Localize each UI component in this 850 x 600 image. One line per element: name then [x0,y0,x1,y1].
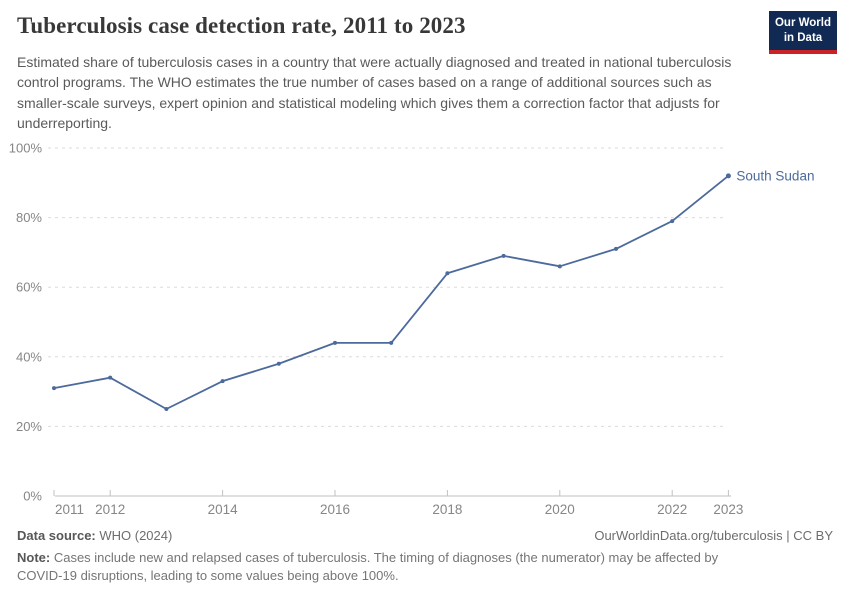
data-source-label: Data source: [17,528,96,543]
x-tick-label: 2020 [545,502,575,517]
data-point [614,246,618,251]
y-tick-label: 80% [16,210,42,225]
owid-logo-line2: in Data [783,31,823,44]
y-tick-label: 60% [16,280,42,295]
x-tick-label: 2016 [320,502,350,517]
data-source-row: Data source: WHO (2024) OurWorldinData.o… [17,528,833,543]
data-point [501,253,506,258]
x-tick-label: 2012 [95,502,125,517]
owid-logo: Our World in Data [769,11,837,55]
chart-subtitle: Estimated share of tuberculosis cases in… [17,54,732,131]
data-point [670,219,675,224]
x-tick-label: 2022 [657,502,687,517]
series-label: South Sudan [736,168,814,183]
owid-logo-line1: Our World [774,17,831,29]
data-point [220,379,225,384]
data-point [445,271,450,276]
data-point [52,386,56,391]
y-tick-label: 100% [9,141,43,156]
y-tick-label: 40% [16,349,42,364]
data-point [164,407,169,411]
chart-footer: Data source: WHO (2024) OurWorldinData.o… [17,528,833,586]
data-source-value: WHO (2024) [95,528,173,543]
data-point [389,340,394,345]
x-tick-label: 2023 [713,502,743,517]
data-source: Data source: WHO (2024) [17,528,172,543]
y-tick-label: 20% [16,419,42,434]
x-tick-label: 2018 [432,502,462,517]
chart-line [53,175,729,410]
x-tick-label: 2011 [55,502,84,517]
data-point [108,375,113,380]
y-tick-label: 0% [23,489,42,504]
note-text: Cases include new and relapsed cases of … [17,550,719,584]
data-point-end [725,173,731,179]
data-point [333,340,337,345]
data-point [557,264,562,269]
license-link[interactable]: OurWorldinData.org/tuberculosis | CC BY [594,528,833,543]
x-tick-label: 2014 [208,502,239,517]
note-label: Note: [17,550,51,565]
page-title: Tuberculosis case detection rate, 2011 t… [17,13,466,38]
data-point [276,361,281,366]
chart-note: Note: Cases include new and relapsed cas… [17,549,762,586]
